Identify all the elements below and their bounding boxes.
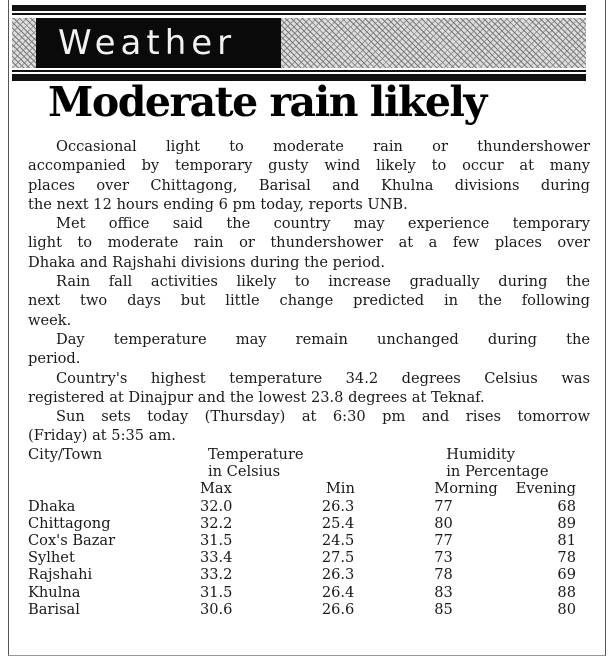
cell-evening: 68: [557, 497, 576, 515]
cell-evening: 80: [557, 600, 576, 618]
cell-evening: 69: [557, 566, 576, 584]
table-row: Chittagong 32.2 25.4 80 89: [28, 515, 576, 532]
article-line: Day temperature may remain unchanged dur…: [56, 330, 590, 348]
cell-city: Khulna: [28, 583, 81, 601]
article-line: (Friday) at 5:35 am.: [28, 427, 176, 445]
weather-table: City/Town Temperature Humidity in Celsiu…: [28, 446, 576, 618]
section-label: Weather: [36, 18, 281, 68]
cell-max: 30.6: [199, 600, 233, 618]
cell-max: 32.0: [199, 497, 233, 515]
table-row: Barisal 30.6 26.6 85 80: [28, 601, 576, 618]
article-line: light to moderate rain or thundershower …: [28, 234, 590, 252]
table-row: Cox's Bazar 31.5 24.5 77 81: [28, 532, 576, 549]
table-header-row: in Celsius in Percentage: [28, 463, 576, 480]
cell-evening: 78: [557, 549, 576, 567]
header-celsius: in Celsius: [207, 463, 281, 481]
cell-city: Cox's Bazar: [28, 532, 116, 550]
article-line: Met office said the country may experien…: [56, 215, 590, 233]
cell-max: 31.5: [199, 532, 233, 550]
cell-min: 27.5: [321, 549, 355, 567]
header-evening: Evening: [515, 480, 576, 498]
article-line: Rain fall activities likely to increase …: [56, 273, 590, 291]
article-line: next two days but little change predicte…: [28, 292, 590, 310]
cell-evening: 81: [557, 532, 576, 550]
cell-min: 26.4: [321, 583, 355, 601]
cell-city: Rajshahi: [28, 566, 93, 584]
header-morning: Morning: [434, 480, 498, 498]
article-line: week.: [28, 311, 72, 329]
cell-morning: 77: [434, 497, 453, 515]
article-line: accompanied by temporary gusty wind like…: [28, 157, 590, 175]
cell-evening: 89: [557, 514, 576, 532]
header-humidity: Humidity: [446, 446, 516, 463]
article-line: registered at Dinajpur and the lowest 23…: [28, 388, 485, 406]
cell-min: 26.3: [321, 497, 355, 515]
header-temperature: Temperature: [207, 446, 304, 463]
cell-morning: 77: [434, 532, 453, 550]
table-row: Khulna 31.5 26.4 83 88: [28, 584, 576, 601]
article-line: period.: [28, 350, 81, 368]
article-line: Sun sets today (Thursday) at 6:30 pm and…: [56, 408, 590, 426]
header-max: Max: [199, 480, 232, 498]
article-body: Occasional light to moderate rain or thu…: [28, 137, 590, 446]
headline: Moderate rain likely: [48, 78, 487, 126]
cell-city: Dhaka: [28, 497, 76, 515]
cell-morning: 73: [434, 549, 453, 567]
table-row: Dhaka 32.0 26.3 77 68: [28, 498, 576, 515]
header-rule: [12, 70, 586, 72]
article-line: the next 12 hours ending 6 pm today, rep…: [28, 195, 408, 213]
table-header-row: City/Town Temperature Humidity: [28, 446, 576, 463]
cell-evening: 88: [557, 583, 576, 601]
cell-city: Barisal: [28, 600, 80, 618]
article-line: Dhaka and Rajshahi divisions during the …: [28, 253, 385, 271]
article-line: places over Chittagong, Barisal and Khul…: [28, 176, 590, 194]
cell-min: 26.3: [321, 566, 355, 584]
cell-min: 26.6: [321, 600, 355, 618]
table-row: Sylhet 33.4 27.5 73 78: [28, 549, 576, 566]
cell-min: 25.4: [321, 514, 355, 532]
clipping-frame: [8, 0, 606, 656]
cell-city: Sylhet: [28, 549, 75, 567]
table-header-row: Max Min Morning Evening: [28, 480, 576, 497]
cell-morning: 80: [434, 514, 453, 532]
table-row: Rajshahi 33.2 26.3 78 69: [28, 566, 576, 583]
cell-morning: 78: [434, 566, 453, 584]
cell-max: 31.5: [199, 583, 233, 601]
header-rule: [12, 74, 586, 81]
cell-morning: 83: [434, 583, 453, 601]
cell-min: 24.5: [321, 532, 355, 550]
header-min: Min: [325, 480, 355, 498]
cell-max: 33.2: [199, 566, 233, 584]
header-percentage: in Percentage: [446, 463, 549, 481]
cell-city: Chittagong: [28, 514, 111, 532]
cell-max: 32.2: [199, 514, 233, 532]
cell-max: 33.4: [199, 549, 233, 567]
header-city: City/Town: [28, 446, 103, 463]
cell-morning: 85: [434, 600, 453, 618]
header-rule: [12, 5, 586, 11]
header-rule: [12, 13, 586, 15]
article-line: Country's highest temperature 34.2 degre…: [56, 369, 590, 387]
article-line: Occasional light to moderate rain or thu…: [56, 138, 590, 155]
